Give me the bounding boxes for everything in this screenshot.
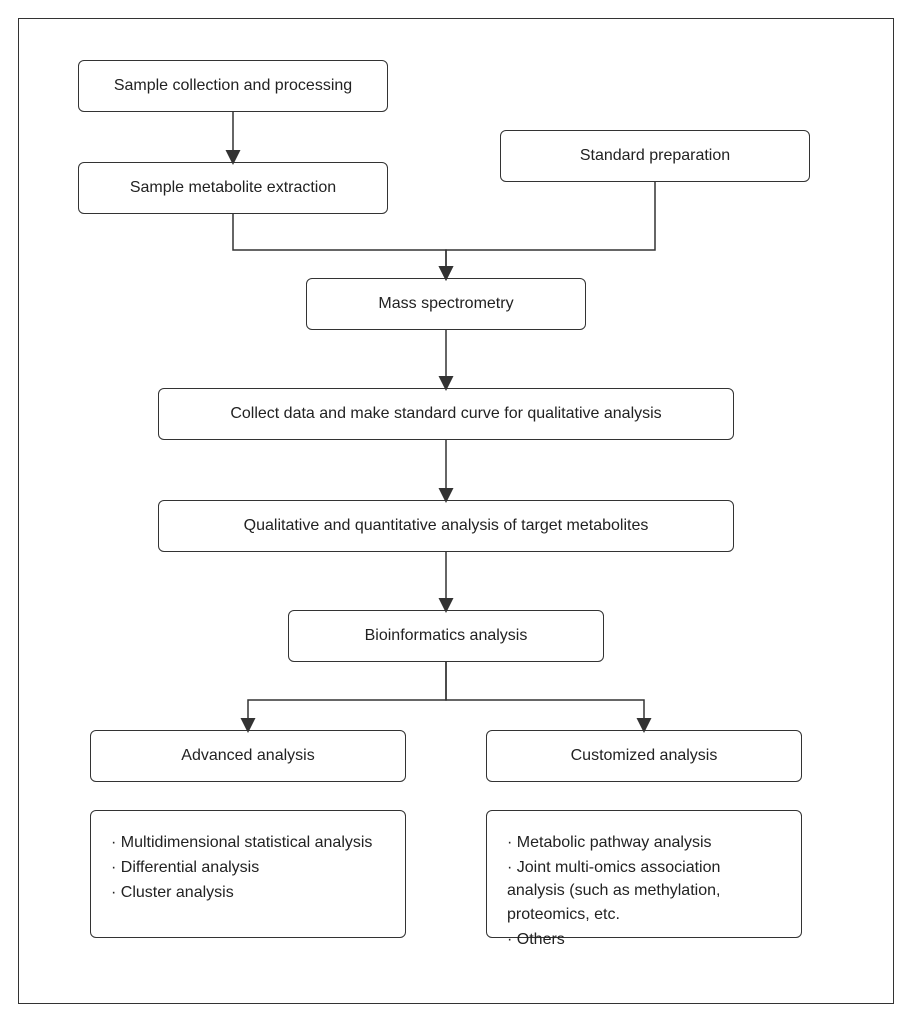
- node-mass-spec: Mass spectrometry: [306, 278, 586, 330]
- node-standard-prep: Standard preparation: [500, 130, 810, 182]
- node-customized: Customized analysis: [486, 730, 802, 782]
- node-bioinformatics: Bioinformatics analysis: [288, 610, 604, 662]
- node-label: Sample collection and processing: [114, 77, 352, 95]
- node-label: Customized analysis: [571, 747, 718, 765]
- node-sample-extraction: Sample metabolite extraction: [78, 162, 388, 214]
- list-item: · Differential analysis: [111, 856, 385, 879]
- node-label: Mass spectrometry: [378, 295, 513, 313]
- node-label: Sample metabolite extraction: [130, 179, 336, 197]
- node-advanced: Advanced analysis: [90, 730, 406, 782]
- node-collect-data: Collect data and make standard curve for…: [158, 388, 734, 440]
- list-item: · Metabolic pathway analysis: [507, 831, 781, 854]
- node-label: Bioinformatics analysis: [365, 627, 528, 645]
- list-item: · Others: [507, 928, 781, 951]
- node-sample-collection: Sample collection and processing: [78, 60, 388, 112]
- node-label: Advanced analysis: [181, 747, 314, 765]
- node-label: Collect data and make standard curve for…: [230, 405, 661, 423]
- list-customized: · Metabolic pathway analysis· Joint mult…: [486, 810, 802, 938]
- node-qual-quant: Qualitative and quantitative analysis of…: [158, 500, 734, 552]
- node-label: Standard preparation: [580, 147, 730, 165]
- node-label: Qualitative and quantitative analysis of…: [244, 517, 649, 535]
- list-item: · Cluster analysis: [111, 881, 385, 904]
- list-item: · Multidimensional statistical analysis: [111, 831, 385, 854]
- list-item: · Joint multi-omics association analysis…: [507, 856, 781, 926]
- list-advanced: · Multidimensional statistical analysis·…: [90, 810, 406, 938]
